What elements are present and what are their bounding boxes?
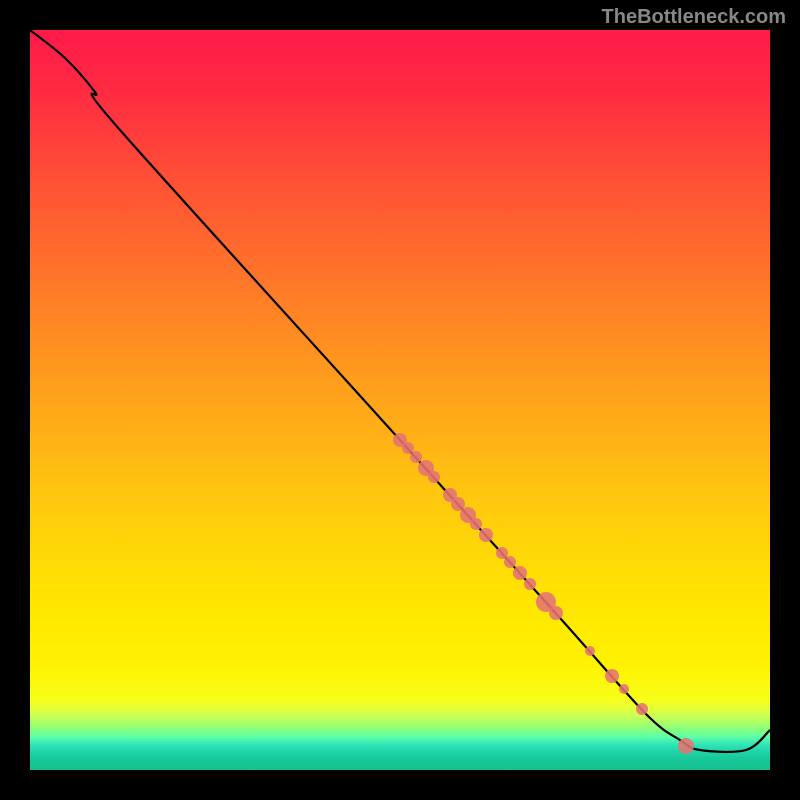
plot-background	[30, 30, 770, 770]
data-point	[549, 606, 563, 620]
watermark-text: TheBottleneck.com	[602, 6, 786, 29]
data-point	[619, 684, 629, 694]
data-point	[410, 451, 422, 463]
data-point	[513, 566, 527, 580]
bottleneck-chart	[0, 0, 800, 800]
data-point	[428, 471, 440, 483]
data-point	[470, 518, 482, 530]
data-point	[636, 703, 648, 715]
data-point	[402, 442, 414, 454]
data-point	[479, 528, 493, 542]
data-point	[496, 547, 508, 559]
data-point	[678, 738, 694, 754]
data-point	[585, 646, 595, 656]
data-point	[504, 556, 516, 568]
data-point	[524, 578, 536, 590]
chart-container: TheBottleneck.com	[0, 0, 800, 800]
data-point	[605, 669, 619, 683]
